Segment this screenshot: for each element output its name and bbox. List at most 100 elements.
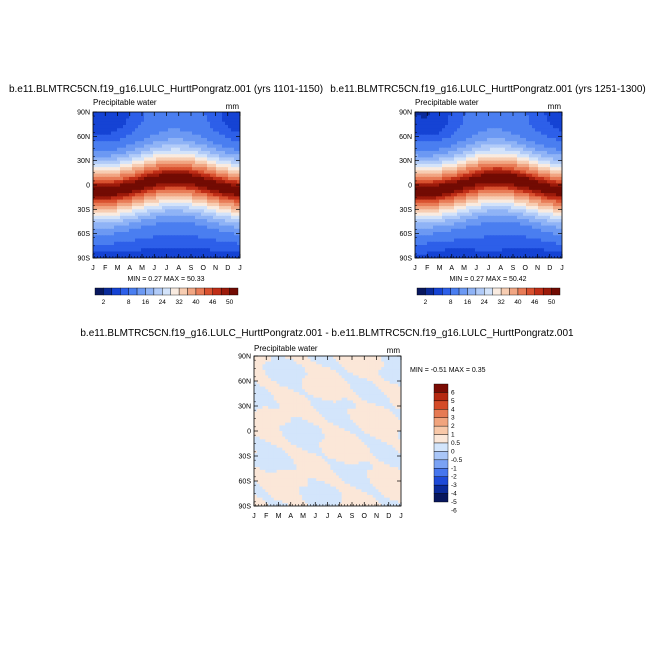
field-cell — [496, 248, 500, 253]
field-cell — [120, 141, 124, 146]
field-cell — [439, 173, 443, 178]
field-cell — [538, 186, 542, 191]
field-cell — [198, 173, 202, 178]
field-cell — [430, 235, 434, 240]
field-cell — [463, 144, 467, 149]
field-cell — [418, 150, 422, 155]
field-cell — [234, 183, 238, 188]
field-cell — [144, 232, 148, 236]
field-cell — [290, 361, 295, 365]
field-cell — [475, 147, 479, 152]
field-cell — [186, 150, 190, 155]
field-cell — [487, 150, 491, 155]
field-cell — [526, 154, 530, 159]
field-cell — [493, 173, 497, 178]
field-cell — [505, 254, 509, 258]
field-cell — [457, 228, 461, 233]
field-cell — [433, 193, 437, 197]
field-cell — [418, 186, 422, 191]
field-cell — [117, 170, 121, 175]
field-cell — [234, 144, 238, 149]
field-cell — [445, 115, 449, 120]
field-cell — [433, 137, 437, 142]
field-cell — [254, 358, 258, 363]
field-cell — [421, 154, 425, 159]
field-cell — [538, 254, 542, 258]
field-cell — [126, 141, 130, 146]
field-cell — [231, 212, 235, 217]
field-cell — [177, 248, 181, 253]
field-cell — [132, 173, 136, 178]
field-cell — [285, 356, 289, 360]
field-cell — [192, 115, 196, 120]
field-cell — [502, 160, 506, 165]
field-cell — [126, 157, 130, 162]
field-cell — [198, 170, 202, 175]
field-cell — [457, 199, 461, 204]
field-cell — [198, 147, 202, 152]
field-cell — [490, 170, 494, 175]
field-cell — [418, 251, 422, 256]
field-cell — [553, 118, 557, 123]
field-cell — [478, 222, 482, 227]
field-cell — [228, 251, 232, 256]
field-cell — [487, 232, 491, 236]
field-cell — [556, 147, 560, 152]
field-cell — [559, 150, 562, 155]
field-cell — [421, 212, 425, 217]
field-cell — [526, 144, 530, 149]
field-cell — [180, 137, 184, 142]
field-cell — [120, 238, 124, 243]
field-cell — [265, 356, 269, 360]
field-cell — [415, 115, 419, 120]
field-cell — [225, 228, 229, 233]
field-cell — [427, 118, 431, 123]
field-cell — [445, 232, 449, 236]
field-cell — [147, 186, 151, 191]
field-cell — [463, 170, 467, 175]
field-cell — [138, 186, 142, 191]
field-cell — [180, 115, 184, 120]
field-cell — [481, 154, 485, 159]
field-cell — [183, 189, 187, 194]
field-cell — [352, 356, 357, 360]
field-cell — [213, 245, 217, 249]
field-cell — [198, 189, 202, 194]
field-cell — [99, 186, 103, 191]
field-cell — [484, 134, 488, 139]
field-cell — [234, 124, 238, 129]
field-cell — [153, 241, 157, 246]
field-cell — [460, 183, 464, 188]
field-cell — [511, 238, 515, 243]
field-cell — [177, 157, 181, 162]
field-cell — [153, 180, 157, 184]
field-cell — [213, 121, 217, 126]
field-cell — [421, 137, 425, 142]
field-cell — [472, 206, 476, 210]
field-cell — [448, 209, 452, 214]
field-cell — [520, 147, 524, 152]
field-cell — [559, 248, 562, 253]
field-cell — [201, 183, 205, 188]
field-cell — [222, 157, 226, 162]
field-cell — [201, 232, 205, 236]
field-cell — [451, 245, 455, 249]
field-cell — [466, 134, 470, 139]
field-cell — [559, 137, 562, 142]
field-cell — [490, 202, 494, 207]
field-cell — [496, 163, 500, 168]
field-cell — [330, 361, 334, 365]
field-cell — [135, 193, 139, 197]
field-cell — [418, 134, 422, 139]
field-cell — [150, 157, 154, 162]
field-cell — [442, 212, 446, 217]
field-cell — [448, 144, 452, 149]
field-cell — [117, 124, 121, 129]
field-cell — [418, 128, 422, 133]
field-cell — [529, 180, 533, 184]
field-cell — [559, 189, 562, 194]
field-cell — [436, 134, 440, 139]
field-cell — [398, 358, 401, 363]
field-cell — [183, 176, 187, 181]
field-cell — [460, 238, 464, 243]
